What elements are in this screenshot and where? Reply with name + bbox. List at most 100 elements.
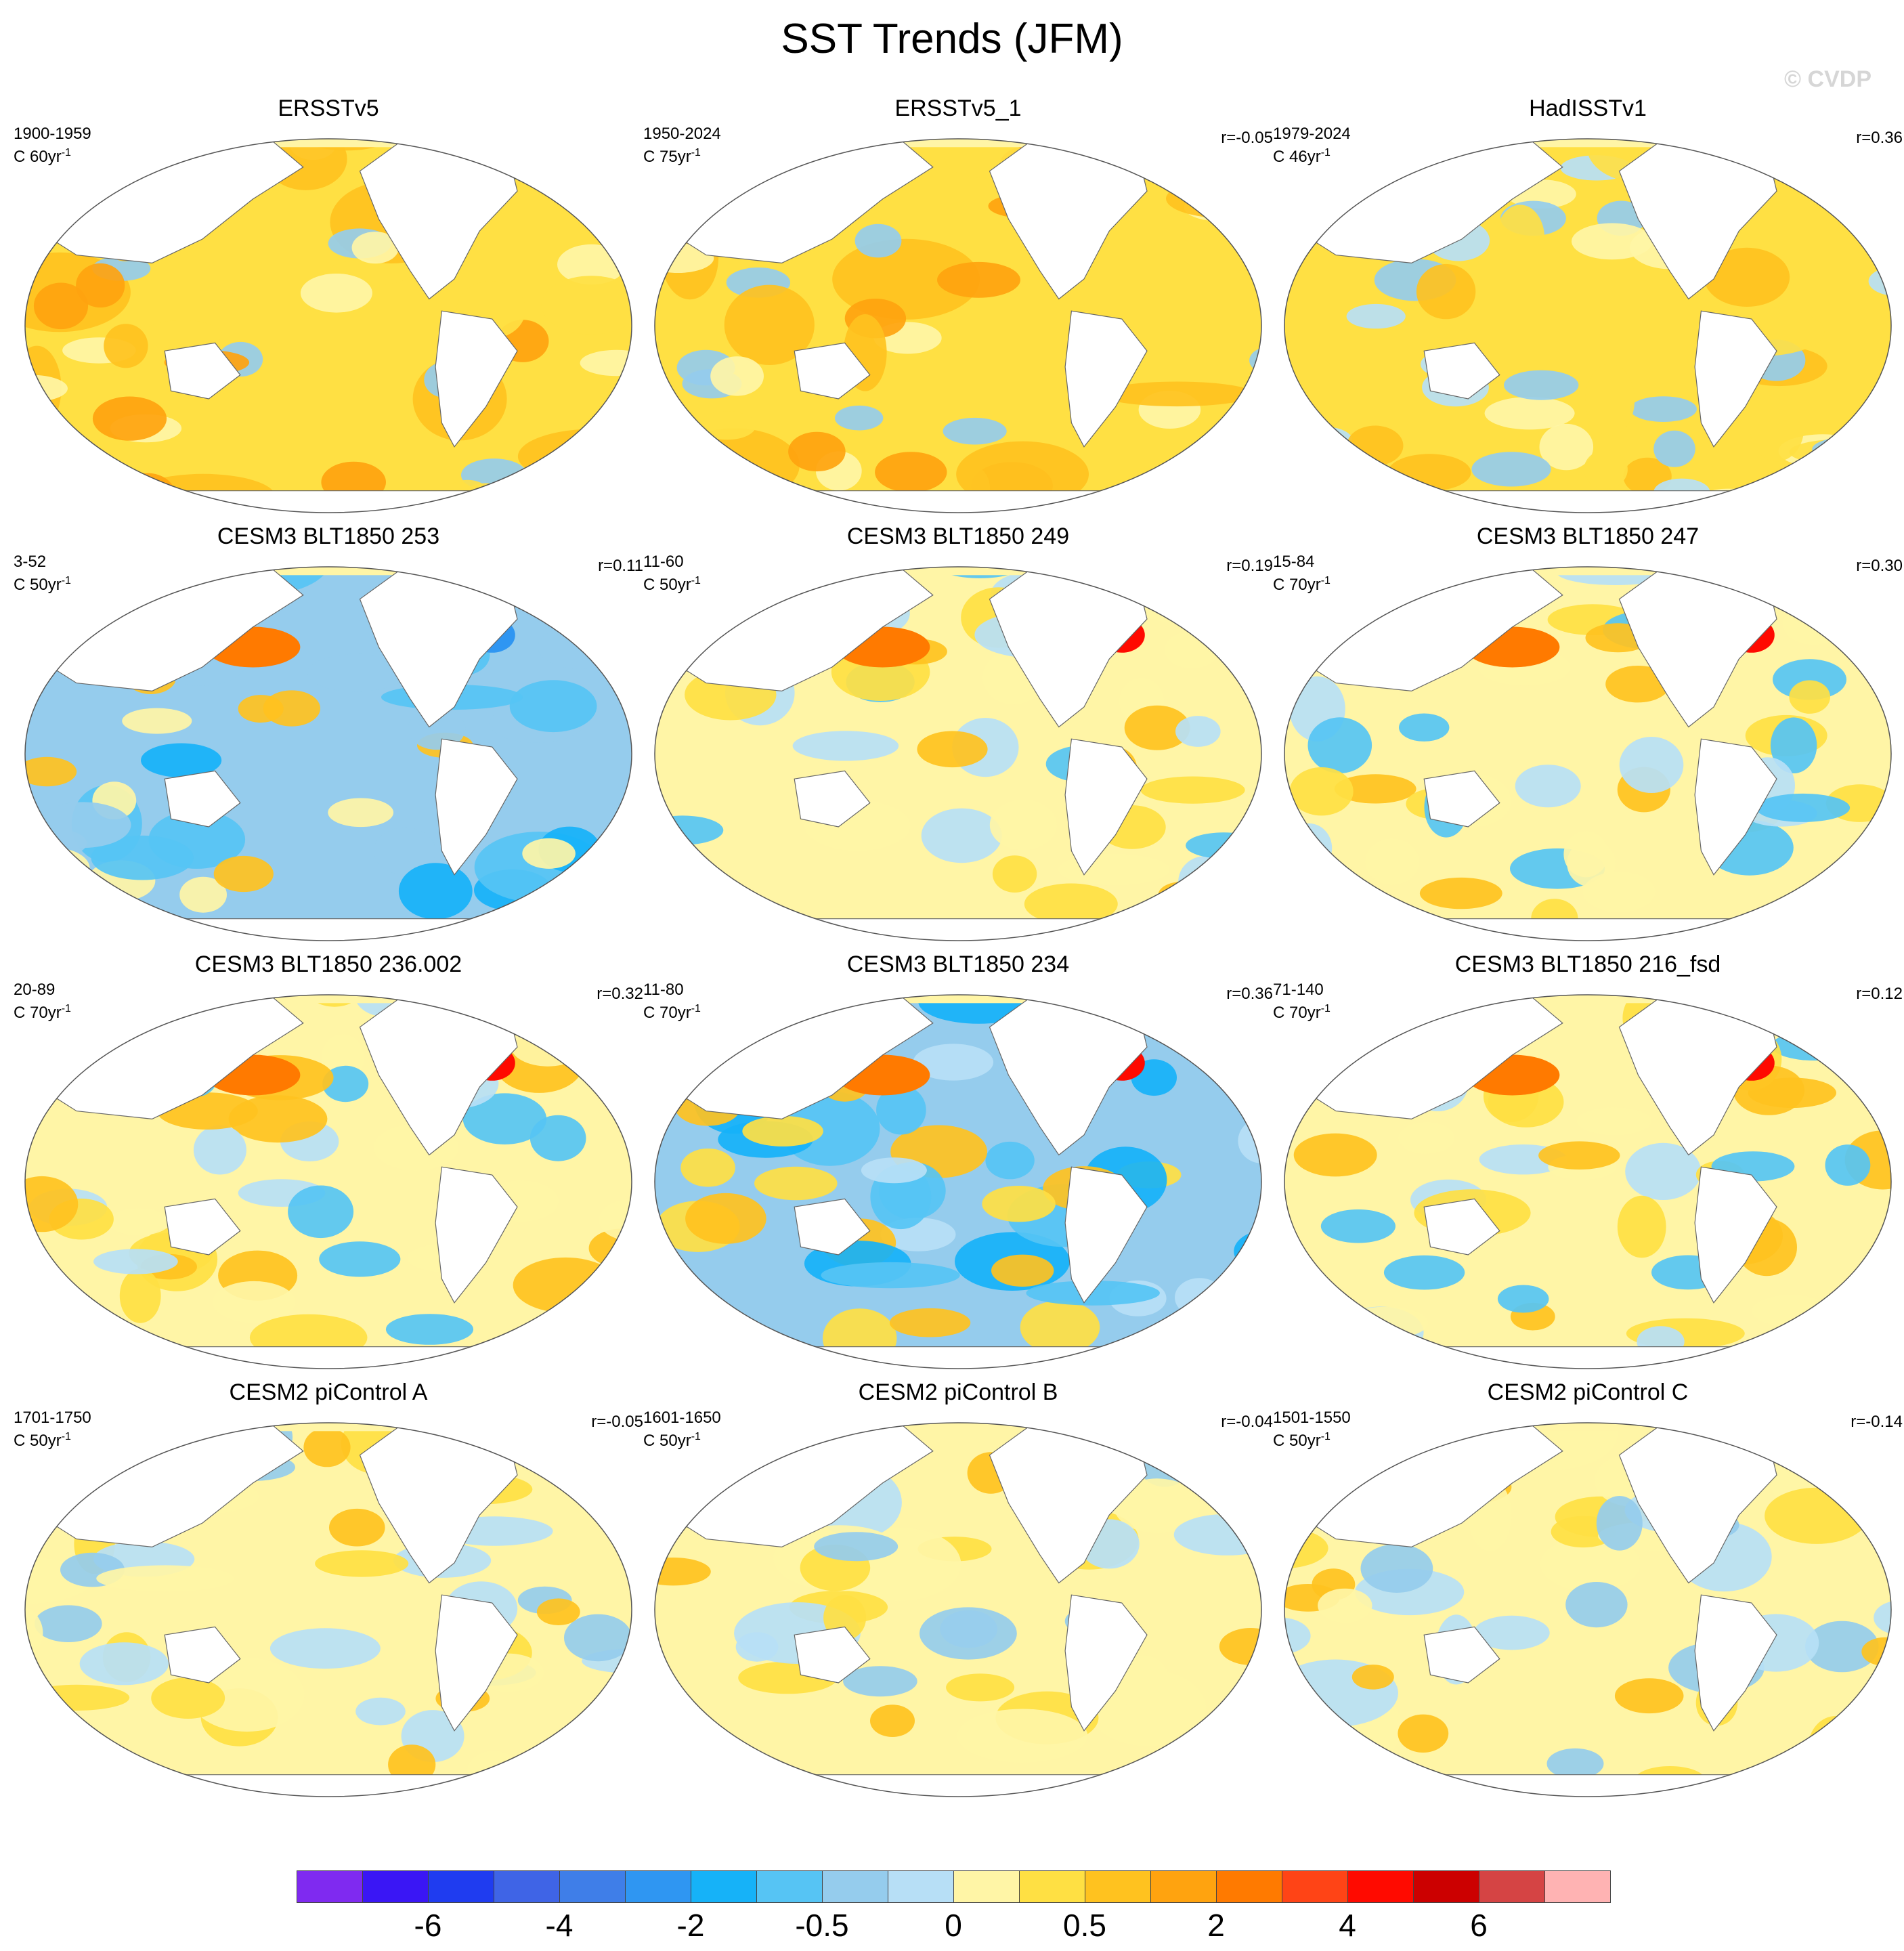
panel-units: C 70yr-1 (1273, 1000, 1330, 1023)
australia-land (794, 1198, 871, 1256)
colorbar-swatch (691, 1870, 757, 1903)
south-america-land (1064, 1594, 1148, 1732)
south-america-land (435, 310, 518, 448)
arctic-band (655, 139, 1261, 148)
trend-contour (946, 1673, 1015, 1702)
antarctica-land (799, 918, 1117, 941)
trend-contour (821, 1262, 960, 1289)
trend-contour (1540, 1537, 1641, 1591)
trend-contour (1178, 856, 1232, 907)
ocean-base-field (25, 567, 632, 941)
trend-contour (1793, 995, 1847, 997)
trend-contour (1496, 205, 1545, 272)
trend-contour (1805, 1621, 1879, 1673)
map-outline (654, 566, 1262, 941)
trend-contour (1158, 881, 1207, 908)
panel-title: CESM3 BLT1850 247 (1476, 523, 1700, 549)
map-panel: CESM3 BLT1850 216_fsd 71-140 C 70yr-1 r=0.1… (1273, 951, 1903, 1377)
trend-contour (1375, 567, 1451, 595)
trend-contour (1419, 877, 1502, 909)
trend-contour (1284, 485, 1337, 513)
panel-title: CESM3 BLT1850 253 (217, 523, 440, 549)
colorbar-swatch (822, 1870, 888, 1903)
trend-contour (303, 1428, 351, 1467)
trend-contour (1284, 631, 1330, 658)
map-panel: HadISSTv1 1979-2024 C 46yr-1 r=0.36 (1273, 95, 1903, 521)
trend-contour (564, 1614, 632, 1662)
ocean-base-field (25, 995, 632, 1369)
south-america-land (1064, 1166, 1148, 1304)
trend-contour (513, 1257, 618, 1313)
trend-contour (538, 625, 625, 669)
map-panel: CESM2 piControl C 1501-1550 C 50yr-1 r=-0.1… (1273, 1379, 1903, 1805)
trend-contour (1398, 1122, 1455, 1154)
map-outline (1284, 566, 1892, 941)
antarctica-land (169, 1346, 488, 1369)
australia-land (794, 770, 871, 828)
trend-contour (1789, 439, 1891, 465)
trend-contour (1596, 1496, 1643, 1551)
map-outline (1284, 1422, 1892, 1797)
arctic-band (655, 567, 1261, 576)
south-america-land (1694, 738, 1777, 876)
south-america-land (435, 1166, 518, 1304)
trend-contour (1565, 1582, 1628, 1628)
trend-contour (119, 1268, 161, 1323)
colorbar-swatch (888, 1870, 954, 1903)
colorbar-tick-label: 4 (1339, 1908, 1356, 1943)
antarctica-land (1429, 918, 1747, 941)
australia-land (164, 1626, 241, 1684)
trend-contour (365, 1423, 423, 1428)
trend-contour (1783, 603, 1844, 645)
colorbar-swatch (428, 1870, 494, 1903)
colorbar-swatch (1544, 1870, 1611, 1903)
trend-contour (462, 1093, 547, 1144)
panel-units-exponent: -1 (691, 1003, 701, 1014)
panel-period: 1950-2024 (643, 125, 721, 143)
south-america-land (1694, 1594, 1777, 1732)
map-panel: CESM2 piControl A 1701-1750 C 50yr-1 r=-0.0… (14, 1379, 643, 1805)
trend-contour (105, 490, 171, 513)
panel-correlation: r=0.11 (598, 557, 643, 575)
trend-contour (89, 474, 133, 513)
panel-period: 1979-2024 (1273, 125, 1351, 143)
panel-correlation: r=0.19 (1226, 557, 1273, 575)
trend-contour (710, 356, 764, 396)
south-america-land (435, 1594, 518, 1732)
colorbar-swatch (1150, 1870, 1217, 1903)
antarctica-land (799, 490, 1117, 513)
panel-units-text: C 70yr (1273, 1004, 1321, 1022)
australia-land (1423, 770, 1500, 828)
panel-title: CESM2 piControl B (858, 1379, 1058, 1405)
panel-units: C 50yr-1 (14, 572, 71, 595)
trend-contour (1619, 737, 1684, 793)
colorbar-swatch (362, 1870, 429, 1903)
trend-contour (1209, 846, 1261, 882)
trend-contour (542, 572, 626, 624)
antarctica-land (169, 490, 488, 513)
trend-contour (529, 1115, 586, 1161)
trend-contour (1094, 567, 1186, 589)
antarctica-land (1429, 1774, 1747, 1797)
trend-contour (1854, 1038, 1891, 1086)
trend-contour (1124, 463, 1214, 513)
trend-contour (1704, 247, 1790, 307)
arctic-band (25, 139, 632, 148)
trend-contour (329, 1508, 385, 1547)
trend-contour (471, 484, 555, 513)
map-panel: ERSSTv5 1900-1959 C 60yr-1 (14, 95, 643, 521)
trend-contour (985, 1141, 1035, 1180)
panel-title: CESM3 BLT1850 249 (846, 523, 1070, 549)
trend-contour (655, 1484, 678, 1522)
sst-trend-map (24, 1422, 632, 1797)
trend-contour (398, 863, 473, 920)
map-panel: CESM3 BLT1850 234 11-80 C 70yr-1 r=0.36 (643, 951, 1273, 1377)
panel-period: 1900-1959 (14, 125, 91, 143)
map-panel: CESM3 BLT1850 253 3-52 C 50yr-1 r=0.11 (14, 523, 643, 949)
trend-contour (179, 876, 227, 913)
panel-units-text: C 50yr (643, 576, 691, 594)
trend-contour (25, 1684, 130, 1711)
trend-contour (1343, 1306, 1429, 1339)
panel-correlation: r=-0.05 (1221, 129, 1273, 147)
colorbar-tick-label: 6 (1470, 1908, 1488, 1943)
